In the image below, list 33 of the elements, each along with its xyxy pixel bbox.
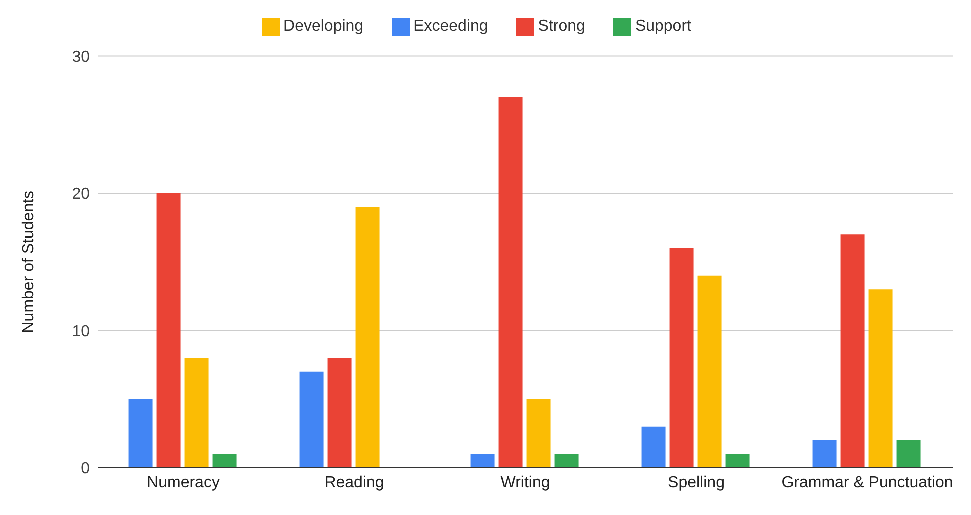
bar	[698, 276, 722, 468]
y-tick-label: 0	[81, 460, 90, 478]
y-axis-title: Number of Students	[20, 190, 38, 334]
x-tick-label: Grammar & Punctuation	[782, 474, 954, 492]
legend-label: Developing	[284, 18, 364, 36]
bar	[300, 372, 324, 468]
bar	[812, 440, 837, 468]
bar	[726, 454, 750, 468]
legend-label: Support	[635, 18, 692, 36]
bar	[156, 193, 181, 468]
bar	[526, 399, 551, 468]
y-tick-label: 20	[72, 186, 90, 204]
x-tick-label: Writing	[500, 474, 550, 492]
x-tick-label: Reading	[324, 474, 384, 492]
y-tick-label: 10	[72, 323, 90, 340]
bar	[212, 454, 237, 468]
bar	[184, 358, 209, 468]
bar	[868, 290, 893, 468]
bar	[356, 207, 380, 468]
bar	[470, 454, 495, 468]
bar	[498, 97, 523, 468]
bar	[128, 399, 153, 468]
bar	[554, 454, 579, 468]
y-tick-label: 30	[72, 48, 90, 66]
bar	[896, 440, 921, 468]
bar	[840, 234, 865, 468]
x-tick-label: Spelling	[668, 474, 725, 492]
bar	[642, 426, 666, 468]
legend-label: Strong	[538, 18, 586, 36]
bar	[328, 358, 352, 468]
bar	[670, 248, 694, 468]
legend-label: Exceeding	[414, 18, 488, 36]
x-tick-label: Numeracy	[147, 474, 220, 492]
